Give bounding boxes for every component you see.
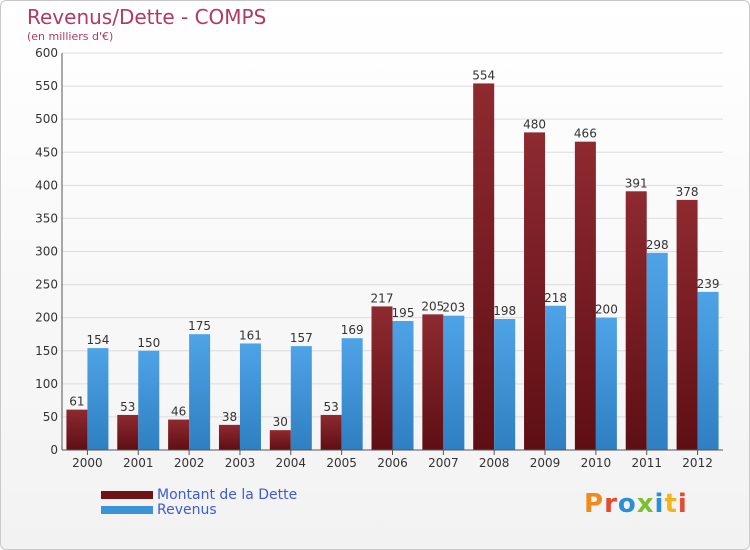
x-tick-label: 2006 <box>377 456 408 470</box>
bar-debt <box>218 424 240 450</box>
logo-letter: r <box>604 489 618 519</box>
x-tick-label: 2010 <box>581 456 612 470</box>
data-label-revenus: 175 <box>188 319 211 333</box>
bar-debt <box>676 199 698 450</box>
y-tick-label: 200 <box>35 311 58 325</box>
logo-letter: P <box>584 489 605 519</box>
legend-label-revenus: Revenus <box>157 501 217 518</box>
data-label-revenus: 239 <box>697 277 720 291</box>
data-label-revenus: 198 <box>493 304 516 318</box>
logo-letter: t <box>664 489 678 519</box>
data-label-revenus: 200 <box>595 303 618 317</box>
data-label-debt: 391 <box>625 176 648 190</box>
x-tick-label: 2005 <box>326 456 357 470</box>
data-label-debt: 205 <box>421 299 444 313</box>
chart-title: Revenus/Dette - COMPS <box>27 5 267 29</box>
legend-item-revenus: Revenus <box>101 501 297 518</box>
bar-debt <box>168 419 190 450</box>
proxiti-logo: Proxiti <box>584 489 688 519</box>
bar-revenus <box>494 318 516 450</box>
y-tick-label: 400 <box>35 178 58 192</box>
bar-revenus <box>87 348 109 450</box>
bar-revenus <box>239 343 261 450</box>
y-tick-label: 600 <box>35 46 58 60</box>
bar-debt <box>422 314 444 450</box>
data-label-debt: 53 <box>120 400 135 414</box>
x-tick-label: 2009 <box>530 456 561 470</box>
bar-revenus <box>341 338 363 450</box>
x-tick-label: 2004 <box>276 456 307 470</box>
data-label-revenus: 150 <box>137 336 160 350</box>
data-label-debt: 46 <box>171 405 186 419</box>
bar-debt <box>574 141 596 450</box>
bar-debt <box>371 306 393 450</box>
data-label-debt: 466 <box>574 127 597 141</box>
x-tick-label: 2001 <box>123 456 154 470</box>
x-tick-label: 2002 <box>174 456 205 470</box>
legend-swatch-debt <box>101 490 153 499</box>
bar-revenus <box>646 252 668 450</box>
bar-debt <box>66 409 88 450</box>
data-label-debt: 53 <box>324 400 339 414</box>
bar-revenus <box>443 315 465 450</box>
bar-revenus <box>595 317 617 450</box>
bar-debt <box>473 83 495 450</box>
logo-letter: x <box>636 489 655 519</box>
legend-swatch-revenus <box>101 505 153 514</box>
data-label-debt: 217 <box>371 291 394 305</box>
data-label-revenus: 203 <box>442 301 465 315</box>
y-tick-label: 0 <box>50 443 58 457</box>
logo-letter: i <box>654 489 665 519</box>
x-tick-label: 2000 <box>72 456 103 470</box>
data-label-revenus: 218 <box>544 291 567 305</box>
legend: Montant de la Dette Revenus <box>101 486 298 518</box>
y-tick-label: 450 <box>35 145 58 159</box>
logo-letter: i <box>677 489 688 519</box>
data-label-debt: 61 <box>69 395 84 409</box>
bar-revenus <box>290 346 312 450</box>
y-tick-label: 250 <box>35 278 58 292</box>
legend-item-debt: Montant de la Dette <box>101 486 298 503</box>
data-label-revenus: 161 <box>239 328 262 342</box>
x-tick-label: 2011 <box>631 456 662 470</box>
data-label-debt: 30 <box>273 415 288 429</box>
data-label-debt: 38 <box>222 410 237 424</box>
data-label-revenus: 154 <box>86 333 109 347</box>
bar-debt <box>320 414 342 450</box>
x-tick-label: 2007 <box>428 456 459 470</box>
x-tick-label: 2003 <box>225 456 256 470</box>
y-tick-label: 100 <box>35 377 58 391</box>
y-tick-label: 300 <box>35 245 58 259</box>
y-tick-label: 150 <box>35 344 58 358</box>
bar-debt <box>269 430 291 450</box>
data-label-debt: 480 <box>523 117 546 131</box>
bar-revenus <box>697 291 719 450</box>
bar-debt <box>117 414 139 450</box>
data-label-revenus: 298 <box>646 238 669 252</box>
x-tick-label: 2012 <box>682 456 713 470</box>
y-tick-label: 350 <box>35 211 58 225</box>
bar-revenus <box>138 350 160 450</box>
bar-revenus <box>545 305 567 450</box>
bar-revenus <box>189 334 211 450</box>
data-label-revenus: 157 <box>290 331 313 345</box>
data-label-debt: 554 <box>472 68 495 82</box>
data-label-debt: 378 <box>676 185 699 199</box>
bar-debt <box>625 191 647 450</box>
x-tick-label: 2008 <box>479 456 510 470</box>
y-tick-label: 550 <box>35 79 58 93</box>
y-tick-label: 500 <box>35 112 58 126</box>
logo-letter: o <box>617 489 637 519</box>
bar-revenus <box>392 320 414 450</box>
legend-label-debt: Montant de la Dette <box>157 486 298 503</box>
y-tick-label: 50 <box>43 410 58 424</box>
chart-subtitle: (en milliers d'€) <box>27 30 114 43</box>
bar-debt <box>524 132 546 450</box>
data-label-revenus: 195 <box>392 306 415 320</box>
data-label-revenus: 169 <box>341 323 364 337</box>
